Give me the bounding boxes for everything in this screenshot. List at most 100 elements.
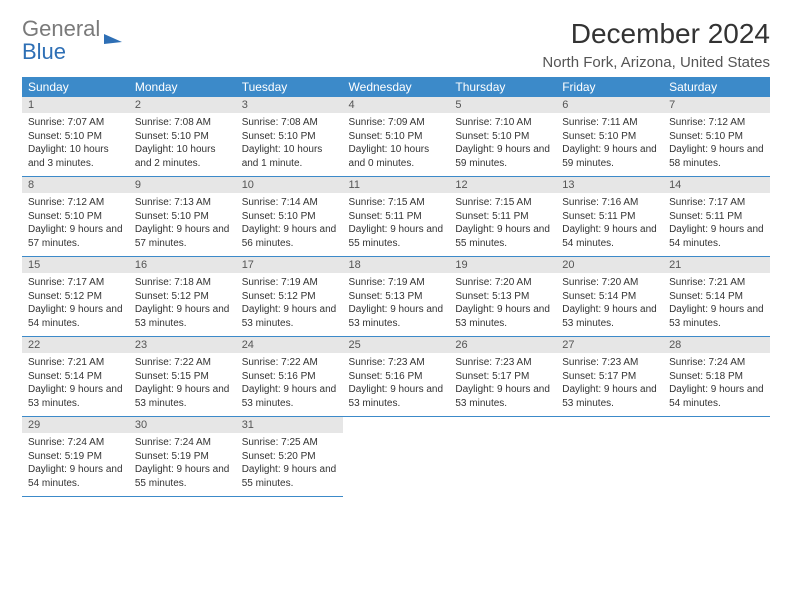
calendar-day-cell: 27Sunrise: 7:23 AMSunset: 5:17 PMDayligh… bbox=[556, 337, 663, 417]
calendar-day-cell: 9Sunrise: 7:13 AMSunset: 5:10 PMDaylight… bbox=[129, 177, 236, 257]
calendar-day-cell: 23Sunrise: 7:22 AMSunset: 5:15 PMDayligh… bbox=[129, 337, 236, 417]
day-number: 9 bbox=[129, 177, 236, 193]
day-number: 22 bbox=[22, 337, 129, 353]
day-details: Sunrise: 7:12 AMSunset: 5:10 PMDaylight:… bbox=[22, 193, 129, 256]
day-header: Tuesday bbox=[236, 77, 343, 97]
day-number: 21 bbox=[663, 257, 770, 273]
day-header: Saturday bbox=[663, 77, 770, 97]
day-details: Sunrise: 7:17 AMSunset: 5:12 PMDaylight:… bbox=[22, 273, 129, 336]
day-number: 16 bbox=[129, 257, 236, 273]
day-number: 27 bbox=[556, 337, 663, 353]
logo: General Blue bbox=[22, 18, 122, 64]
day-number: 10 bbox=[236, 177, 343, 193]
calendar-week-row: 1Sunrise: 7:07 AMSunset: 5:10 PMDaylight… bbox=[22, 97, 770, 177]
day-number: 2 bbox=[129, 97, 236, 113]
day-details: Sunrise: 7:08 AMSunset: 5:10 PMDaylight:… bbox=[129, 113, 236, 176]
day-number: 26 bbox=[449, 337, 556, 353]
day-details: Sunrise: 7:08 AMSunset: 5:10 PMDaylight:… bbox=[236, 113, 343, 176]
calendar-day-cell: 18Sunrise: 7:19 AMSunset: 5:13 PMDayligh… bbox=[343, 257, 450, 337]
day-header: Monday bbox=[129, 77, 236, 97]
day-details: Sunrise: 7:21 AMSunset: 5:14 PMDaylight:… bbox=[22, 353, 129, 416]
day-details: Sunrise: 7:25 AMSunset: 5:20 PMDaylight:… bbox=[236, 433, 343, 496]
calendar-week-row: 8Sunrise: 7:12 AMSunset: 5:10 PMDaylight… bbox=[22, 177, 770, 257]
calendar-table: SundayMondayTuesdayWednesdayThursdayFrid… bbox=[22, 77, 770, 497]
day-details: Sunrise: 7:07 AMSunset: 5:10 PMDaylight:… bbox=[22, 113, 129, 176]
calendar-empty-cell bbox=[556, 417, 663, 497]
day-details: Sunrise: 7:20 AMSunset: 5:14 PMDaylight:… bbox=[556, 273, 663, 336]
calendar-day-cell: 1Sunrise: 7:07 AMSunset: 5:10 PMDaylight… bbox=[22, 97, 129, 177]
calendar-day-cell: 28Sunrise: 7:24 AMSunset: 5:18 PMDayligh… bbox=[663, 337, 770, 417]
day-header: Sunday bbox=[22, 77, 129, 97]
calendar-day-cell: 30Sunrise: 7:24 AMSunset: 5:19 PMDayligh… bbox=[129, 417, 236, 497]
day-number: 8 bbox=[22, 177, 129, 193]
day-details: Sunrise: 7:16 AMSunset: 5:11 PMDaylight:… bbox=[556, 193, 663, 256]
day-number: 5 bbox=[449, 97, 556, 113]
day-number: 7 bbox=[663, 97, 770, 113]
day-details: Sunrise: 7:20 AMSunset: 5:13 PMDaylight:… bbox=[449, 273, 556, 336]
calendar-day-cell: 14Sunrise: 7:17 AMSunset: 5:11 PMDayligh… bbox=[663, 177, 770, 257]
day-details: Sunrise: 7:23 AMSunset: 5:17 PMDaylight:… bbox=[556, 353, 663, 416]
location-text: North Fork, Arizona, United States bbox=[542, 54, 770, 71]
day-number: 19 bbox=[449, 257, 556, 273]
calendar-day-cell: 16Sunrise: 7:18 AMSunset: 5:12 PMDayligh… bbox=[129, 257, 236, 337]
logo-part2: Blue bbox=[22, 39, 66, 64]
calendar-day-cell: 17Sunrise: 7:19 AMSunset: 5:12 PMDayligh… bbox=[236, 257, 343, 337]
day-number: 30 bbox=[129, 417, 236, 433]
day-header: Thursday bbox=[449, 77, 556, 97]
calendar-day-cell: 22Sunrise: 7:21 AMSunset: 5:14 PMDayligh… bbox=[22, 337, 129, 417]
calendar-day-cell: 13Sunrise: 7:16 AMSunset: 5:11 PMDayligh… bbox=[556, 177, 663, 257]
day-details: Sunrise: 7:15 AMSunset: 5:11 PMDaylight:… bbox=[343, 193, 450, 256]
day-number: 28 bbox=[663, 337, 770, 353]
logo-triangle-icon bbox=[104, 32, 122, 44]
calendar-week-row: 29Sunrise: 7:24 AMSunset: 5:19 PMDayligh… bbox=[22, 417, 770, 497]
day-number: 23 bbox=[129, 337, 236, 353]
calendar-day-cell: 24Sunrise: 7:22 AMSunset: 5:16 PMDayligh… bbox=[236, 337, 343, 417]
calendar-week-row: 22Sunrise: 7:21 AMSunset: 5:14 PMDayligh… bbox=[22, 337, 770, 417]
day-number: 15 bbox=[22, 257, 129, 273]
day-details: Sunrise: 7:23 AMSunset: 5:16 PMDaylight:… bbox=[343, 353, 450, 416]
logo-text: General Blue bbox=[22, 18, 100, 64]
calendar-empty-cell bbox=[343, 417, 450, 497]
calendar-day-cell: 21Sunrise: 7:21 AMSunset: 5:14 PMDayligh… bbox=[663, 257, 770, 337]
day-details: Sunrise: 7:11 AMSunset: 5:10 PMDaylight:… bbox=[556, 113, 663, 176]
page-header: General Blue December 2024 North Fork, A… bbox=[22, 18, 770, 71]
day-number: 13 bbox=[556, 177, 663, 193]
calendar-day-cell: 26Sunrise: 7:23 AMSunset: 5:17 PMDayligh… bbox=[449, 337, 556, 417]
logo-part1: General bbox=[22, 16, 100, 41]
day-number: 25 bbox=[343, 337, 450, 353]
calendar-day-cell: 25Sunrise: 7:23 AMSunset: 5:16 PMDayligh… bbox=[343, 337, 450, 417]
calendar-day-cell: 15Sunrise: 7:17 AMSunset: 5:12 PMDayligh… bbox=[22, 257, 129, 337]
day-number: 14 bbox=[663, 177, 770, 193]
day-number: 31 bbox=[236, 417, 343, 433]
day-number: 1 bbox=[22, 97, 129, 113]
day-number: 17 bbox=[236, 257, 343, 273]
day-details: Sunrise: 7:18 AMSunset: 5:12 PMDaylight:… bbox=[129, 273, 236, 336]
day-header: Wednesday bbox=[343, 77, 450, 97]
day-details: Sunrise: 7:09 AMSunset: 5:10 PMDaylight:… bbox=[343, 113, 450, 176]
day-details: Sunrise: 7:21 AMSunset: 5:14 PMDaylight:… bbox=[663, 273, 770, 336]
calendar-day-cell: 12Sunrise: 7:15 AMSunset: 5:11 PMDayligh… bbox=[449, 177, 556, 257]
month-title: December 2024 bbox=[542, 18, 770, 50]
calendar-day-cell: 4Sunrise: 7:09 AMSunset: 5:10 PMDaylight… bbox=[343, 97, 450, 177]
title-block: December 2024 North Fork, Arizona, Unite… bbox=[542, 18, 770, 71]
calendar-week-row: 15Sunrise: 7:17 AMSunset: 5:12 PMDayligh… bbox=[22, 257, 770, 337]
day-details: Sunrise: 7:14 AMSunset: 5:10 PMDaylight:… bbox=[236, 193, 343, 256]
day-number: 24 bbox=[236, 337, 343, 353]
day-details: Sunrise: 7:13 AMSunset: 5:10 PMDaylight:… bbox=[129, 193, 236, 256]
day-details: Sunrise: 7:15 AMSunset: 5:11 PMDaylight:… bbox=[449, 193, 556, 256]
day-number: 18 bbox=[343, 257, 450, 273]
calendar-day-cell: 5Sunrise: 7:10 AMSunset: 5:10 PMDaylight… bbox=[449, 97, 556, 177]
day-details: Sunrise: 7:19 AMSunset: 5:12 PMDaylight:… bbox=[236, 273, 343, 336]
calendar-day-cell: 20Sunrise: 7:20 AMSunset: 5:14 PMDayligh… bbox=[556, 257, 663, 337]
calendar-day-cell: 6Sunrise: 7:11 AMSunset: 5:10 PMDaylight… bbox=[556, 97, 663, 177]
calendar-day-cell: 7Sunrise: 7:12 AMSunset: 5:10 PMDaylight… bbox=[663, 97, 770, 177]
calendar-day-cell: 29Sunrise: 7:24 AMSunset: 5:19 PMDayligh… bbox=[22, 417, 129, 497]
calendar-day-cell: 19Sunrise: 7:20 AMSunset: 5:13 PMDayligh… bbox=[449, 257, 556, 337]
calendar-empty-cell bbox=[449, 417, 556, 497]
day-details: Sunrise: 7:17 AMSunset: 5:11 PMDaylight:… bbox=[663, 193, 770, 256]
calendar-day-cell: 10Sunrise: 7:14 AMSunset: 5:10 PMDayligh… bbox=[236, 177, 343, 257]
calendar-day-cell: 31Sunrise: 7:25 AMSunset: 5:20 PMDayligh… bbox=[236, 417, 343, 497]
calendar-day-cell: 3Sunrise: 7:08 AMSunset: 5:10 PMDaylight… bbox=[236, 97, 343, 177]
day-details: Sunrise: 7:10 AMSunset: 5:10 PMDaylight:… bbox=[449, 113, 556, 176]
calendar-day-cell: 11Sunrise: 7:15 AMSunset: 5:11 PMDayligh… bbox=[343, 177, 450, 257]
